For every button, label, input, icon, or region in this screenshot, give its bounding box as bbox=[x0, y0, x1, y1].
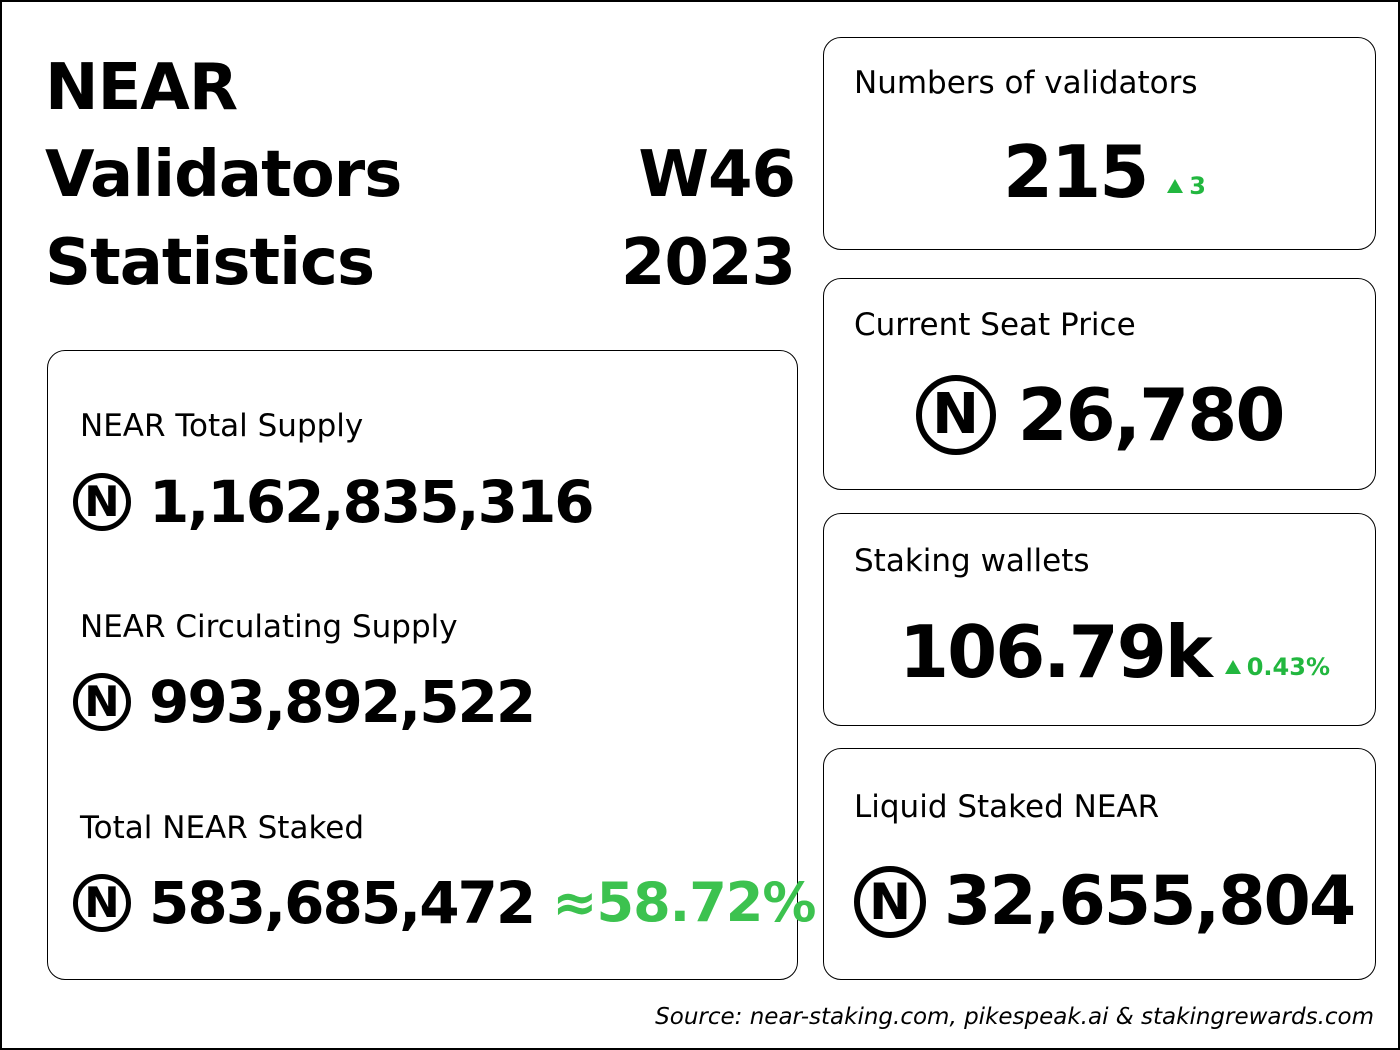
near-token-icon: N bbox=[73, 673, 131, 731]
title-line-3: Statistics bbox=[45, 226, 375, 300]
seat-price-row: N 26,780 bbox=[824, 375, 1375, 455]
near-token-icon: N bbox=[854, 866, 926, 938]
circulating-supply-value: 993,892,522 bbox=[149, 668, 536, 736]
seat-price-value: 26,780 bbox=[1017, 373, 1286, 457]
total-staked-label: Total NEAR Staked bbox=[80, 810, 365, 846]
near-token-icon: N bbox=[73, 874, 131, 932]
total-supply-label: NEAR Total Supply bbox=[80, 408, 364, 444]
staking-wallets-card: Staking wallets 106.79k 0.43% bbox=[823, 513, 1376, 726]
validators-delta-value: 3 bbox=[1189, 172, 1206, 200]
liquid-staked-row: N 32,655,804 bbox=[824, 866, 1375, 938]
staked-percentage: ≈58.72% bbox=[552, 871, 816, 934]
liquid-staked-value: 32,655,804 bbox=[944, 862, 1356, 941]
title-line-1: NEAR bbox=[45, 51, 238, 125]
near-token-icon: N bbox=[915, 375, 996, 455]
validators-card: Numbers of validators 215 3 bbox=[823, 37, 1376, 250]
validators-label: Numbers of validators bbox=[854, 65, 1198, 101]
week-label: W46 bbox=[638, 138, 796, 212]
circulating-supply-row: N 993,892,522 bbox=[73, 668, 536, 736]
seat-price-card: Current Seat Price N 26,780 bbox=[823, 278, 1376, 490]
total-supply-value: 1,162,835,316 bbox=[149, 468, 595, 536]
validators-delta: 3 bbox=[1167, 172, 1206, 200]
staking-wallets-label: Staking wallets bbox=[854, 543, 1090, 579]
year-label: 2023 bbox=[620, 226, 796, 300]
up-arrow-icon bbox=[1224, 660, 1241, 674]
liquid-staked-label: Liquid Staked NEAR bbox=[854, 789, 1160, 825]
source-credit: Source: near-staking.com, pikespeak.ai &… bbox=[655, 1004, 1374, 1030]
staking-wallets-delta-value: 0.43% bbox=[1246, 653, 1330, 681]
title-line-2: Validators bbox=[45, 138, 402, 212]
seat-price-label: Current Seat Price bbox=[854, 307, 1136, 343]
staking-wallets-delta: 0.43% bbox=[1224, 653, 1330, 681]
validators-value: 215 bbox=[1003, 130, 1149, 214]
total-staked-value: 583,685,472 bbox=[149, 869, 536, 937]
supply-card: NEAR Total Supply N 1,162,835,316 NEAR C… bbox=[47, 350, 816, 980]
total-staked-row: N 583,685,472 ≈58.72% bbox=[73, 869, 816, 937]
circulating-supply-label: NEAR Circulating Supply bbox=[80, 609, 458, 645]
staking-wallets-value: 106.79k bbox=[899, 610, 1213, 694]
near-token-icon: N bbox=[73, 473, 131, 531]
staking-wallets-row: 106.79k 0.43% bbox=[824, 616, 1375, 688]
total-supply-row: N 1,162,835,316 bbox=[73, 468, 595, 536]
liquid-staked-card: Liquid Staked NEAR N 32,655,804 bbox=[823, 748, 1376, 980]
up-arrow-icon bbox=[1167, 179, 1184, 193]
validators-value-row: 215 3 bbox=[824, 136, 1375, 208]
